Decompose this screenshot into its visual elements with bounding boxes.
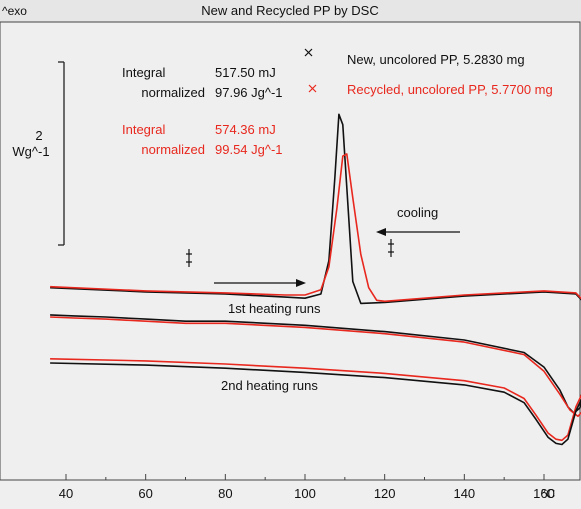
integral-new-label-a: Integral	[122, 65, 165, 80]
integral-new-value-a: 517.50 mJ	[215, 65, 276, 80]
chart-title: New and Recycled PP by DSC	[201, 3, 379, 18]
plot-frame	[0, 21, 581, 481]
x-tick-label-160: 160	[533, 486, 555, 501]
scale-bar	[58, 61, 65, 246]
integral-recycled-label-b: normalized	[141, 142, 205, 157]
integration-limit-left	[186, 249, 192, 267]
integral-recycled-label-a: Integral	[122, 122, 165, 137]
integral-new-label-b: normalized	[141, 85, 205, 100]
curve-1st-heating-recycled	[50, 316, 581, 418]
x-tick-label-80: 80	[218, 486, 232, 501]
exo-direction-label: ^exo	[2, 4, 27, 18]
legend-new: New, uncolored PP, 5.2830 mg	[347, 52, 525, 67]
x-tick-label-100: 100	[294, 486, 316, 501]
integration-limit-right	[388, 239, 394, 257]
curve-cooling-recycled	[50, 153, 581, 303]
curve-2nd-heating-new	[50, 362, 581, 446]
first-heating-label: 1st heating runs	[228, 301, 321, 316]
x-tick-label-140: 140	[453, 486, 475, 501]
legend-recycled: Recycled, uncolored PP, 5.7700 mg	[347, 82, 553, 97]
scale-bar-value: 2	[35, 128, 42, 143]
x-tick-label-40: 40	[59, 486, 73, 501]
cooling-arrow	[376, 228, 460, 236]
curve-1st-heating-new	[50, 314, 581, 414]
header-band	[0, 0, 581, 22]
x-axis-unit: °C	[541, 486, 556, 501]
peak-marker-recycled	[308, 84, 317, 93]
x-tick-label-60: 60	[138, 486, 152, 501]
curve-2nd-heating-recycled	[50, 358, 581, 442]
x-axis: 40 60 80 100 120 140 160	[59, 474, 555, 501]
second-heating-label: 2nd heating runs	[221, 378, 318, 393]
integral-recycled-value-a: 574.36 mJ	[215, 122, 276, 137]
heating-arrow	[214, 279, 306, 287]
peak-marker-new	[304, 48, 313, 57]
integral-new-value-b: 97.96 Jg^-1	[215, 85, 283, 100]
cooling-label: cooling	[397, 205, 438, 220]
curves-group	[50, 113, 581, 446]
scale-bar-unit: Wg^-1	[12, 144, 49, 159]
x-tick-label-120: 120	[374, 486, 396, 501]
integral-recycled-value-b: 99.54 Jg^-1	[215, 142, 283, 157]
curve-cooling-new	[50, 113, 581, 305]
